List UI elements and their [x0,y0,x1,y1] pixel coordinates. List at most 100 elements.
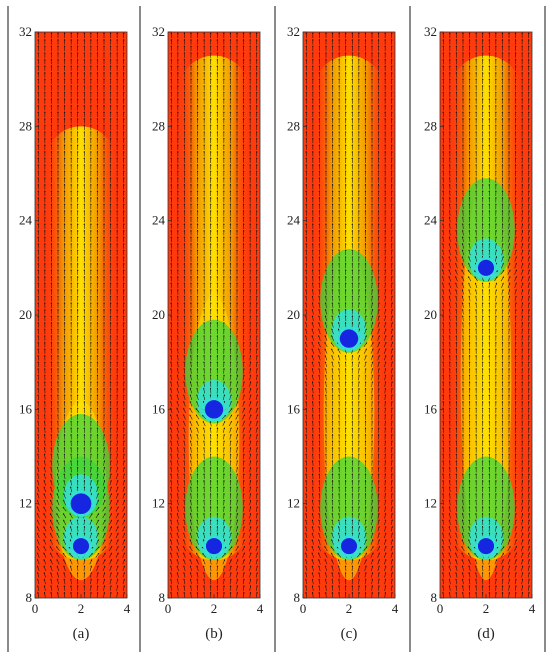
bubble-core [477,259,495,276]
velocity-arrow [103,446,105,453]
velocity-arrow [109,473,112,479]
bubble-core [204,400,224,419]
velocity-arrow [109,519,113,525]
velocity-arrow [108,546,113,552]
velocity-arrow [96,479,99,486]
velocity-arrow [103,473,106,479]
velocity-arrow [56,460,59,466]
velocity-arrow [102,479,106,486]
x-tick-label: 4 [124,601,131,616]
velocity-arrow [76,519,79,526]
y-tick-label: 20 [287,307,300,322]
velocity-arrow [56,479,60,486]
velocity-arrow [90,578,92,585]
velocity-arrow [115,532,119,539]
velocity-arrow [56,552,60,558]
velocity-arrow [36,552,40,558]
y-tick-label: 12 [152,496,165,511]
velocity-arrow [95,546,100,551]
velocity-arrow [56,585,59,591]
velocity-arrow [50,578,53,585]
velocity-arrow [56,526,60,532]
velocity-arrow [116,572,119,578]
velocity-arrow [95,519,99,525]
velocity-arrow [83,565,86,572]
velocity-arrow [37,486,40,493]
velocity-arrow [109,453,112,460]
velocity-arrow [63,578,66,585]
x-tick-label: 2 [211,601,218,616]
velocity-arrow [83,558,86,565]
bubble-core [70,493,92,515]
velocity-arrow [69,532,73,539]
velocity-arrow [43,513,47,519]
y-tick-label: 16 [287,401,301,416]
velocity-arrow [76,565,79,572]
velocity-arrow [43,532,47,539]
velocity-arrow [36,545,40,552]
velocity-arrow [50,433,53,440]
velocity-arrow [37,578,40,585]
velocity-arrow [115,506,119,512]
velocity-arrow [103,578,106,585]
velocity-arrow [37,420,39,427]
velocity-arrow [56,546,60,551]
velocity-arrow [62,546,67,551]
y-tick-label: 20 [152,307,165,322]
velocity-arrow [96,591,99,598]
velocity-arrow [43,545,47,552]
y-tick-label: 24 [19,213,33,228]
velocity-arrow [109,433,112,440]
y-tick-label: 28 [424,118,437,133]
velocity-arrow [109,572,112,578]
velocity-arrow [115,552,119,558]
y-tick-label: 32 [424,24,437,39]
velocity-arrow [109,559,112,565]
velocity-arrow [50,585,53,591]
velocity-arrow [56,532,60,539]
y-tick-label: 28 [19,118,32,133]
y-tick-label: 12 [424,496,437,511]
velocity-arrow [102,526,106,532]
velocity-arrow [57,591,59,598]
velocity-arrow [63,493,66,499]
velocity-arrow [102,519,106,525]
y-tick-label: 28 [287,118,300,133]
velocity-arrow [109,466,112,473]
velocity-arrow [109,486,112,493]
velocity-arrow [96,499,99,506]
velocity-arrow [95,552,100,558]
velocity-arrow [57,446,59,453]
velocity-arrow [50,499,53,506]
velocity-arrow [90,473,92,480]
velocity-arrow [56,572,59,578]
velocity-arrow [109,479,112,486]
velocity-arrow [89,486,92,493]
velocity-arrow [109,440,112,447]
velocity-arrow [89,513,93,519]
velocity-arrow [109,493,112,499]
velocity-arrow [43,506,47,512]
velocity-arrow [102,506,106,512]
velocity-arrow [109,591,112,598]
velocity-arrow [103,453,105,460]
velocity-arrow [43,552,47,558]
velocity-arrow [37,466,40,473]
x-tick-label: 4 [392,601,399,616]
velocity-arrow [76,525,79,532]
x-tick-label: 0 [300,601,307,616]
velocity-arrow [96,453,99,460]
velocity-arrow [96,565,99,572]
bubble-core [205,538,223,555]
velocity-arrow [43,499,47,506]
velocity-arrow [103,572,106,578]
velocity-arrow [43,526,47,532]
velocity-arrow [50,565,53,572]
velocity-arrow [102,486,106,493]
velocity-arrow [50,479,53,486]
velocity-arrow [83,519,86,526]
velocity-arrow [109,585,112,591]
contour-field [450,55,522,581]
velocity-arrow [96,585,99,591]
velocity-arrow [49,526,53,532]
